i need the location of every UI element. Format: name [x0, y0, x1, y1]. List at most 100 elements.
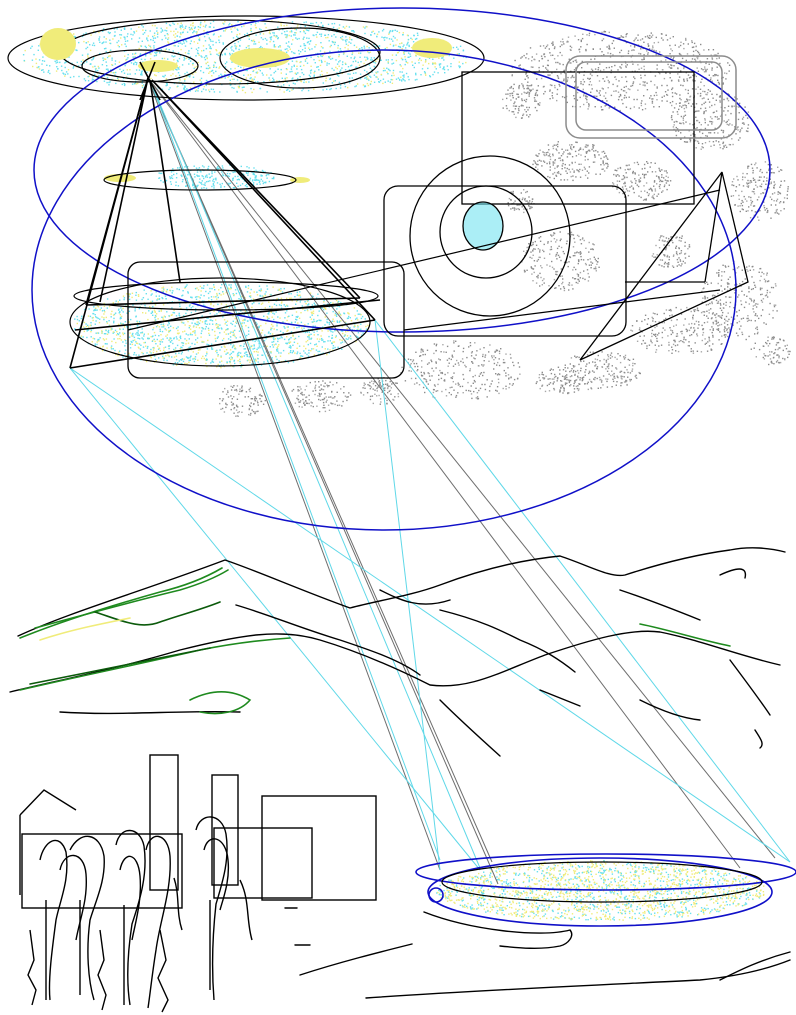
speckle-dot: [568, 392, 570, 394]
speckle-dot: [622, 102, 624, 105]
speckle-dot: [702, 334, 704, 336]
speckle-dot: [679, 122, 681, 124]
speckle-dot: [518, 198, 521, 200]
speckle-dot: [552, 44, 554, 46]
speckle-dot: [651, 332, 653, 335]
speckle-dot: [563, 390, 565, 392]
speckle-dot: [651, 98, 653, 100]
speckle-dot: [212, 20, 215, 23]
speckle-dot: [672, 36, 674, 38]
speckle-dot: [286, 34, 288, 36]
speckle-dot: [307, 29, 310, 32]
speckle-dot: [191, 28, 193, 30]
speckle-dot: [747, 165, 749, 168]
speckle-dot: [773, 304, 775, 306]
speckle-dot: [390, 38, 393, 40]
speckle-dot: [569, 363, 571, 365]
speckle-dot: [278, 29, 280, 31]
speckle-dot: [281, 77, 283, 79]
speckle-dot: [561, 164, 563, 167]
speckle-dot: [760, 275, 762, 277]
speckle-dot: [495, 350, 498, 352]
speckle-dot: [486, 396, 488, 398]
speckle-dot: [778, 170, 780, 173]
speckle-dot: [250, 27, 252, 30]
speckle-dot: [296, 38, 298, 40]
speckle-dot: [387, 59, 389, 61]
speckle-dot: [355, 85, 357, 87]
speckle-dot: [720, 309, 723, 312]
speckle-dot: [450, 63, 452, 65]
speckle-dot: [252, 40, 254, 42]
speckle-dot: [680, 122, 682, 125]
speckle-dot: [573, 385, 575, 387]
speckle-dot: [716, 66, 718, 68]
speckle-dot: [691, 41, 693, 44]
speckle-dot: [736, 311, 738, 313]
speckle-dot: [720, 138, 723, 140]
speckle-dot: [251, 78, 253, 80]
speckle-dot: [662, 39, 664, 41]
speckle-dot: [529, 85, 531, 87]
speckle-dot: [566, 376, 568, 379]
speckle-dot: [518, 208, 520, 211]
speckle-dot: [366, 392, 369, 394]
speckle-dot: [638, 329, 641, 331]
speckle-dot: [316, 66, 318, 68]
speckle-dot: [597, 261, 599, 263]
speckle-dot: [521, 198, 524, 201]
speckle-dot: [408, 370, 410, 372]
speckle-dot: [450, 393, 452, 396]
speckle-dot: [495, 349, 498, 351]
speckle-dot: [586, 96, 588, 98]
speckle-dot: [592, 243, 594, 245]
speckle-dot: [452, 381, 454, 383]
speckle-dot: [623, 381, 626, 383]
speckle-dot: [750, 319, 752, 322]
speckle-dot: [98, 38, 100, 40]
speckle-dot: [404, 80, 406, 82]
speckle-dot: [230, 408, 232, 411]
speckle-dot: [198, 39, 201, 42]
speckle-dot: [423, 378, 425, 380]
speckle-dot: [648, 344, 651, 346]
speckle-dot: [245, 46, 248, 49]
speckle-dot: [484, 356, 486, 358]
speckle-dot: [653, 181, 656, 183]
speckle-dot: [616, 180, 619, 182]
speckle-dot: [722, 311, 724, 314]
speckle-dot: [705, 110, 707, 112]
speckle-dot: [563, 78, 565, 80]
speckle-dot: [633, 106, 635, 108]
speckle-dot: [640, 102, 642, 104]
speckle-dot: [256, 71, 259, 74]
speckle-dot: [423, 71, 426, 73]
speckle-dot: [287, 88, 289, 91]
speckle-dot: [540, 55, 543, 57]
speckle-dot: [149, 30, 151, 32]
speckle-dot: [460, 360, 462, 363]
speckle-dot: [770, 164, 772, 166]
speckle-dot: [106, 81, 108, 84]
speckle-dot: [544, 56, 546, 58]
speckle-dot: [213, 66, 215, 68]
speckle-dot: [664, 91, 667, 93]
speckle-dot: [321, 61, 323, 63]
speckle-dot: [643, 175, 645, 177]
speckle-dot: [694, 134, 696, 136]
speckle-dot: [410, 370, 412, 372]
speckle-dot: [306, 37, 308, 39]
speckle-dot: [741, 190, 743, 193]
speckle-dot: [774, 183, 776, 186]
speckle-dot: [250, 402, 252, 404]
speckle-dot: [680, 70, 682, 72]
speckle-dot: [167, 34, 169, 36]
speckle-dot: [424, 353, 426, 356]
speckle-dot: [655, 351, 657, 353]
speckle-dot: [675, 62, 678, 64]
speckle-dot: [152, 35, 154, 38]
speckle-dot: [422, 64, 424, 66]
speckle-dot: [114, 31, 116, 33]
speckle-dot: [236, 28, 238, 30]
speckle-dot: [590, 91, 592, 93]
